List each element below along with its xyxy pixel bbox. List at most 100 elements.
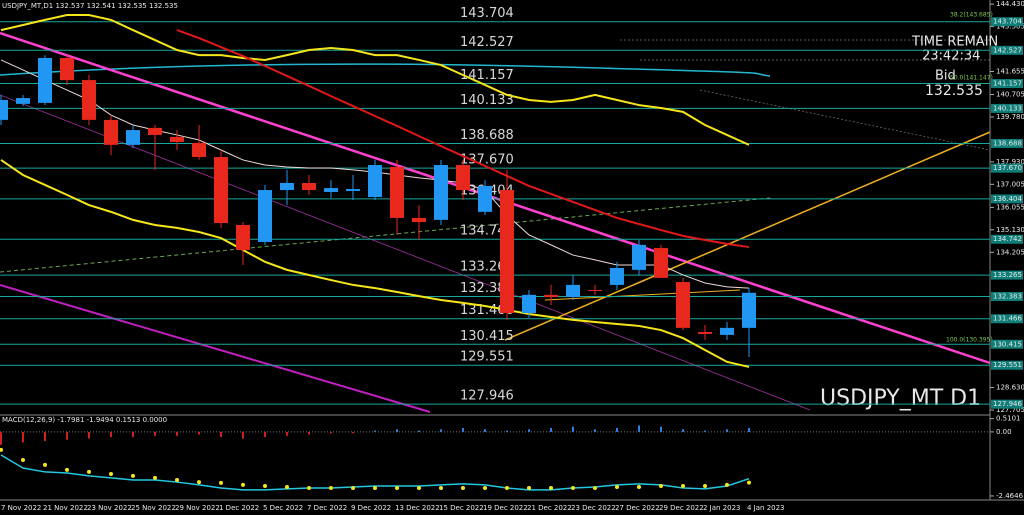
signal-dot bbox=[285, 485, 289, 490]
fib-label: 38.2(143.685) bbox=[950, 12, 993, 19]
level-price-label: 134.742 bbox=[993, 235, 1022, 243]
signal-dot bbox=[527, 486, 531, 491]
signal-dot bbox=[483, 486, 487, 491]
x-tick-label: 2 Jan 2023 bbox=[703, 504, 741, 512]
level-label: 143.704 bbox=[460, 6, 514, 21]
histogram-bar bbox=[220, 431, 222, 438]
level-label: 127.946 bbox=[460, 389, 514, 404]
candle-body bbox=[38, 58, 52, 103]
bid-value: 132.535 bbox=[925, 83, 983, 99]
level-label: 130.415 bbox=[460, 329, 514, 344]
signal-dot bbox=[373, 486, 377, 491]
histogram-bar bbox=[110, 431, 112, 438]
histogram-bar bbox=[66, 431, 68, 440]
candle-body bbox=[170, 136, 184, 142]
fib-label: 100.0(130.395) bbox=[946, 337, 993, 344]
histogram-bar bbox=[682, 429, 684, 432]
x-tick-label: 21 Dec 2022 bbox=[527, 504, 572, 512]
level-price-box bbox=[991, 339, 1023, 349]
y-tick-label: 135.130 bbox=[996, 226, 1024, 234]
signal-dot bbox=[725, 482, 729, 487]
level-price-box bbox=[991, 194, 1023, 204]
time-remain: 23:42:34 bbox=[922, 49, 980, 64]
signal-dot bbox=[681, 483, 685, 488]
signal-dot bbox=[615, 485, 619, 490]
candle-body bbox=[302, 182, 316, 191]
histogram-bar bbox=[374, 430, 376, 432]
candle-body bbox=[280, 182, 294, 191]
y-tick-label: 134.205 bbox=[996, 248, 1024, 256]
candle-body bbox=[588, 290, 602, 292]
candle-body bbox=[324, 188, 338, 192]
level-price-label: 133.265 bbox=[993, 271, 1022, 279]
cyan-curve bbox=[0, 63, 771, 77]
signal-dot bbox=[505, 486, 509, 491]
histogram-bar bbox=[704, 430, 706, 432]
time-remain-label: TIME REMAIN bbox=[911, 35, 998, 50]
signal-dot bbox=[329, 486, 333, 491]
channel-line bbox=[0, 94, 811, 411]
level-label: 142.527 bbox=[460, 35, 514, 50]
cloud bbox=[620, 39, 991, 151]
symbol-label: USDJPY_MT D1 bbox=[820, 386, 981, 411]
level-label: 137.670 bbox=[460, 153, 514, 168]
y-tick-label: 127.705 bbox=[996, 406, 1024, 414]
histogram-bar bbox=[242, 431, 244, 439]
y-tick-label: 144.430 bbox=[996, 0, 1024, 8]
candle-body bbox=[16, 98, 30, 104]
histogram-bar bbox=[528, 429, 530, 432]
signal-dot bbox=[219, 480, 223, 485]
level-price-box bbox=[991, 291, 1023, 301]
signal-dot bbox=[307, 486, 311, 491]
candle-body bbox=[742, 292, 756, 328]
candle-body bbox=[478, 185, 492, 212]
signal-dot bbox=[197, 480, 201, 485]
level-price-label: 132.383 bbox=[993, 292, 1022, 300]
level-price-label: 129.551 bbox=[993, 361, 1022, 369]
candle-body bbox=[698, 332, 712, 334]
dashed-line bbox=[0, 197, 771, 273]
y-tick-label: 139.780 bbox=[996, 113, 1024, 121]
histogram-bar bbox=[352, 431, 354, 434]
candle-body bbox=[368, 165, 382, 198]
y-tick-label: 143.505 bbox=[996, 23, 1024, 31]
histogram-bar bbox=[418, 430, 420, 432]
level-label: 129.551 bbox=[460, 350, 514, 365]
level-price-box bbox=[991, 360, 1023, 370]
level-price-label: 136.404 bbox=[993, 195, 1022, 203]
level-price-label: 140.133 bbox=[993, 104, 1022, 112]
histogram-bar bbox=[308, 431, 310, 435]
histogram-bar bbox=[132, 431, 134, 438]
x-tick-label: 23 Nov 2022 bbox=[87, 504, 132, 512]
histogram-bar bbox=[506, 430, 508, 432]
level-price-label: 130.415 bbox=[993, 340, 1022, 348]
candle-body bbox=[192, 142, 206, 158]
candle-body bbox=[126, 130, 140, 145]
x-tick-label: 19 Dec 2022 bbox=[483, 504, 528, 512]
histogram-bar bbox=[176, 431, 178, 436]
y-tick-label: 128.630 bbox=[996, 384, 1024, 392]
candle-body bbox=[258, 190, 272, 242]
signal-dot bbox=[461, 486, 465, 491]
histogram-bar bbox=[726, 429, 728, 432]
histogram-bar bbox=[0, 431, 2, 445]
candle-body bbox=[456, 165, 470, 191]
signal-dot bbox=[87, 469, 91, 474]
level-price-label: 142.527 bbox=[993, 46, 1022, 54]
candle-body bbox=[236, 224, 250, 250]
histogram-bar bbox=[638, 425, 640, 432]
histogram-bar bbox=[22, 431, 24, 443]
macd-line bbox=[0, 454, 750, 491]
bid-label: Bid bbox=[935, 69, 956, 84]
histogram-bar bbox=[484, 429, 486, 432]
trend-line bbox=[544, 289, 741, 301]
y-tick-label: 137.005 bbox=[996, 180, 1024, 188]
histogram-bar bbox=[550, 427, 552, 432]
histogram-bar bbox=[660, 426, 662, 432]
histogram-bar bbox=[286, 431, 288, 436]
signal-dot bbox=[109, 472, 113, 477]
level-price-label: 127.946 bbox=[993, 400, 1022, 408]
candle-body bbox=[544, 294, 558, 298]
